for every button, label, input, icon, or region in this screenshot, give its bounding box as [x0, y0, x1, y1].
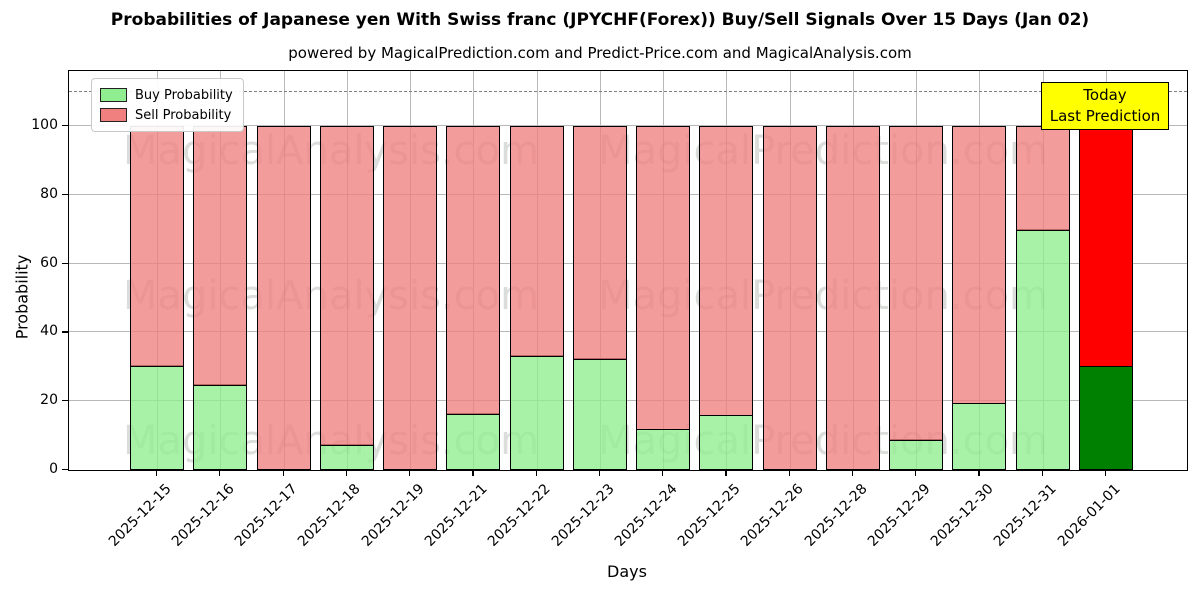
x-tick-label-2025-12-25: 2025-12-25 [674, 481, 744, 550]
sell-probability-swatch-icon [100, 108, 127, 122]
x-tick-label-2025-12-21: 2025-12-21 [421, 481, 491, 550]
x-tick-label-2025-12-29: 2025-12-29 [864, 481, 934, 550]
today-annotation: Today Last Prediction [1041, 82, 1169, 130]
plot-area: MagicalAnalysis.comMagicalPrediction.com… [68, 70, 1188, 471]
buy-probability-swatch-icon [100, 88, 127, 102]
x-tick-2025-12-30 [978, 470, 980, 476]
x-tick-label-2025-12-31: 2025-12-31 [991, 481, 1061, 550]
bar-sell-2025-12-17 [256, 126, 311, 470]
x-tick-label-2025-12-15: 2025-12-15 [105, 481, 175, 550]
x-tick-label-2025-12-28: 2025-12-28 [801, 481, 871, 550]
bar-sell-2025-12-30 [952, 126, 1007, 405]
y-tick-60 [62, 262, 68, 264]
legend-item-sell: Sell Probability [100, 105, 233, 125]
x-tick-2025-12-25 [725, 470, 727, 476]
gridline-h-40 [69, 331, 1187, 333]
bar-buy-2025-12-16 [193, 384, 248, 470]
x-tick-2025-12-21 [472, 470, 474, 476]
y-tick-label-20: 20 [40, 392, 58, 409]
bar-sell-2025-12-21 [446, 126, 501, 415]
x-tick-label-2025-12-26: 2025-12-26 [738, 481, 807, 550]
y-tick-label-60: 60 [40, 254, 58, 271]
bar-buy-2025-12-30 [952, 402, 1007, 470]
gridline-h-60 [69, 262, 1187, 264]
x-axis-label: Days [607, 562, 647, 581]
bar-buy-2025-12-21 [446, 413, 501, 470]
bar-buy-2025-12-24 [636, 428, 691, 470]
legend-label-buy: Buy Probability [135, 87, 233, 103]
bar-buy-2025-12-22 [509, 355, 564, 470]
x-tick-2025-12-26 [788, 470, 790, 476]
y-tick-80 [62, 193, 68, 195]
x-tick-2025-12-24 [662, 470, 664, 476]
bar-sell-2025-12-22 [509, 126, 564, 357]
x-tick-2025-12-29 [915, 470, 917, 476]
bar-sell-2025-12-15 [130, 126, 184, 367]
gridline-h-100 [69, 125, 1187, 127]
y-tick-label-100: 100 [31, 117, 58, 134]
x-tick-label-2025-12-18: 2025-12-18 [295, 481, 365, 550]
today-annotation-line1: Today [1083, 86, 1127, 104]
bar-sell-2025-12-23 [572, 126, 627, 360]
today-annotation-line2: Last Prediction [1049, 107, 1161, 125]
y-tick-40 [62, 331, 68, 333]
y-tick-100 [62, 125, 68, 127]
x-tick-label-2025-12-19: 2025-12-19 [358, 481, 428, 550]
bar-buy-2025-12-25 [699, 414, 754, 470]
x-tick-2025-12-31 [1041, 470, 1043, 476]
chart-subtitle: powered by MagicalPrediction.com and Pre… [288, 44, 912, 62]
dashed-threshold-line [69, 90, 1187, 92]
bar-buy-2025-12-29 [889, 439, 944, 470]
bar-sell-2025-12-28 [825, 126, 880, 470]
x-tick-label-2025-12-17: 2025-12-17 [232, 481, 301, 550]
legend-label-sell: Sell Probability [135, 107, 232, 123]
legend: Buy Probability Sell Probability [91, 78, 244, 132]
bar-sell-2026-01-01 [1079, 126, 1133, 367]
x-tick-label-2025-12-16: 2025-12-16 [168, 481, 238, 550]
y-tick-label-0: 0 [49, 461, 58, 477]
x-tick-label-2026-01-01: 2026-01-01 [1054, 481, 1124, 550]
gridline-h-20 [69, 400, 1187, 402]
y-axis-label: Probability [12, 254, 32, 340]
bar-sell-2025-12-24 [636, 126, 691, 431]
chart-title: Probabilities of Japanese yen With Swiss… [110, 10, 1090, 30]
bar-sell-2025-12-29 [889, 126, 944, 441]
bar-sell-2025-12-18 [319, 126, 374, 446]
bar-buy-2025-12-31 [1015, 229, 1070, 470]
y-tick-0 [62, 469, 68, 471]
x-tick-2025-12-19 [409, 470, 411, 476]
x-tick-2025-12-17 [282, 470, 284, 476]
bar-sell-2025-12-25 [699, 126, 754, 417]
bar-buy-2025-12-18 [319, 444, 374, 470]
x-tick-label-2025-12-30: 2025-12-30 [927, 481, 997, 550]
bar-sell-2025-12-26 [762, 126, 817, 470]
bar-buy-2025-12-15 [130, 365, 184, 470]
x-tick-2026-01-01 [1105, 470, 1107, 476]
x-tick-label-2025-12-22: 2025-12-22 [485, 481, 554, 550]
x-tick-2025-12-18 [345, 470, 347, 476]
bar-buy-2025-12-23 [572, 358, 627, 470]
y-tick-20 [62, 400, 68, 402]
x-tick-2025-12-22 [535, 470, 537, 476]
x-tick-2025-12-16 [219, 470, 221, 476]
bar-sell-2025-12-19 [383, 126, 438, 470]
x-tick-2025-12-15 [156, 470, 158, 476]
x-tick-2025-12-23 [598, 470, 601, 476]
x-tick-2025-12-28 [851, 470, 854, 476]
y-tick-label-40: 40 [40, 323, 58, 340]
bar-sell-2025-12-16 [193, 126, 248, 386]
bar-sell-2025-12-31 [1015, 126, 1070, 231]
legend-item-buy: Buy Probability [100, 85, 233, 105]
y-tick-label-80: 80 [40, 185, 58, 202]
gridline-h-80 [69, 193, 1187, 195]
bar-buy-2026-01-01 [1079, 365, 1133, 470]
x-tick-label-2025-12-23: 2025-12-23 [548, 481, 618, 550]
x-tick-label-2025-12-24: 2025-12-24 [611, 481, 681, 550]
